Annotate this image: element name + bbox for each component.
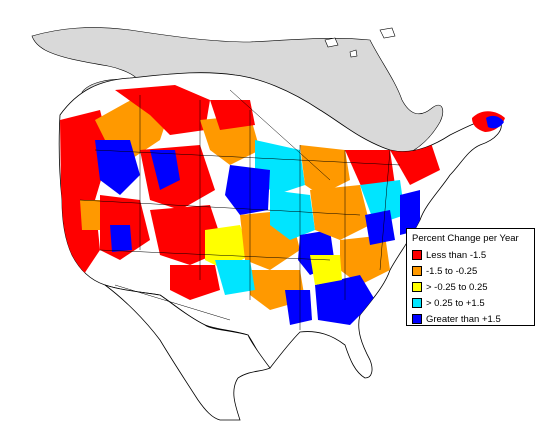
newfoundland-blue <box>486 115 504 129</box>
trend-data-layer <box>60 85 440 325</box>
legend-label: -1.5 to -0.25 <box>426 265 478 277</box>
legend-label: > 0.25 to +1.5 <box>426 297 485 309</box>
legend-item-neg-1-5-to-neg-0-25: -1.5 to -0.25 <box>412 263 529 279</box>
swatch-yellow <box>412 282 422 292</box>
swatch-cyan <box>412 298 422 308</box>
legend-item-less-than-neg-1-5: Less than -1.5 <box>412 247 529 263</box>
arctic-islands <box>324 27 396 58</box>
legend-label: > -0.25 to 0.25 <box>426 281 488 293</box>
swatch-orange <box>412 266 422 276</box>
legend-item-0-25-to-1-5: > 0.25 to +1.5 <box>412 295 529 311</box>
legend-title: Percent Change per Year <box>412 233 519 244</box>
swatch-blue <box>412 314 422 324</box>
legend-label: Greater than +1.5 <box>426 313 501 325</box>
legend-item-neg-0-25-to-0-25: > -0.25 to 0.25 <box>412 279 529 295</box>
political-boundaries <box>79 89 401 330</box>
legend: Percent Change per Year Less than -1.5 -… <box>406 228 535 326</box>
mexico-outline <box>104 284 271 421</box>
legend-label: Less than -1.5 <box>426 249 487 261</box>
legend-item-greater-than-1-5: Greater than +1.5 <box>412 311 529 327</box>
swatch-red <box>412 250 422 260</box>
